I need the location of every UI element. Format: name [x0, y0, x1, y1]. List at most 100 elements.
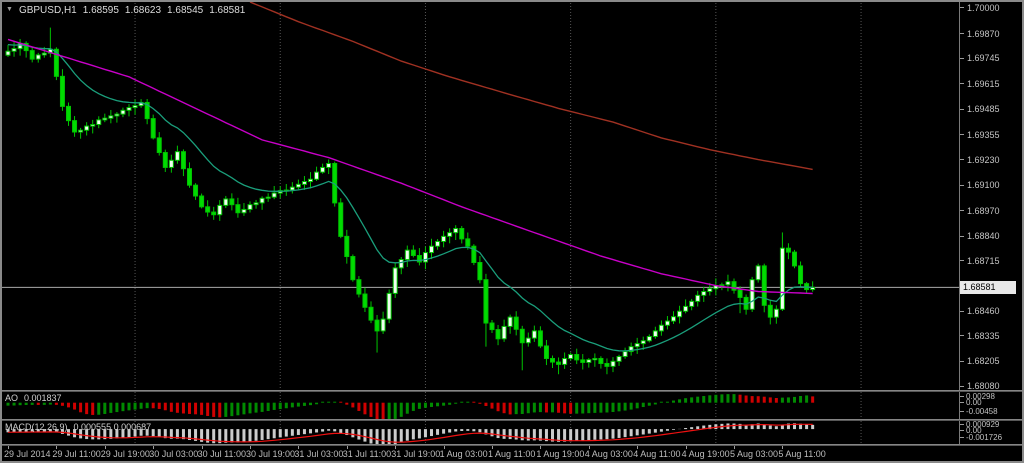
candle-body: [392, 267, 398, 294]
candle-body: [719, 284, 725, 287]
candle-body: [429, 245, 434, 254]
ohlc-low: 1.68545: [167, 5, 204, 16]
symbol-dropdown-icon[interactable]: ▼: [6, 6, 13, 13]
candle-body: [66, 105, 71, 122]
time-axis-label: 30 Jul 03:00: [149, 449, 199, 459]
candle-body: [652, 330, 658, 338]
candle-body: [586, 359, 592, 363]
candle-body: [416, 254, 422, 263]
time-axis-label: 1 Aug 11:00: [488, 449, 536, 459]
candle-body: [459, 227, 465, 240]
candle-body: [362, 293, 368, 308]
macd-label: MACD(12,26,9) 0.000555 0.000687: [5, 422, 152, 432]
ohlc-high: 1.68623: [124, 5, 162, 16]
time-axis-tick: [298, 446, 300, 449]
candle-body: [295, 183, 301, 188]
candle-body: [217, 204, 223, 216]
time-axis-label: 29 Jul 2014: [4, 449, 51, 459]
time-axis-tick: [250, 446, 251, 449]
candle-body: [29, 50, 35, 60]
candle-body: [501, 325, 507, 340]
candle-body: [773, 308, 779, 318]
candle-body: [664, 320, 670, 326]
time-axis-tick: [56, 446, 58, 449]
main-chart-plot[interactable]: ▼ GBPUSD,H1 1.68595 1.68623 1.68545 1.68581: [0, 0, 959, 390]
time-axis-label: 29 Jul 11:00: [52, 449, 101, 459]
candle-body: [749, 279, 755, 310]
price-axis[interactable]: 1.68581 1.70000 1.69870 1.69745 1.69615 1.69…: [960, 0, 1024, 463]
time-axis-tick: [104, 446, 106, 449]
candle-body: [90, 124, 96, 127]
time-axis-tick: [540, 446, 542, 449]
panel-separator[interactable]: [0, 444, 1024, 446]
price-chart-canvas: [0, 0, 959, 390]
candle-body: [193, 184, 199, 197]
ao-scale-label: 0.00298: [960, 392, 995, 401]
candle-body: [761, 265, 767, 306]
time-axis-tick: [734, 446, 735, 449]
candle-body: [132, 105, 138, 109]
candle-body: [271, 192, 277, 198]
candle-body: [23, 42, 29, 52]
time-axis-label: 5 Aug 11:00: [778, 449, 826, 459]
candle-body: [41, 52, 47, 56]
candle-body: [531, 330, 537, 339]
time-axis-label: 1 Aug 03:00: [439, 449, 488, 459]
candle-body: [537, 330, 543, 347]
candle-body: [580, 359, 586, 363]
candle-body: [779, 247, 785, 310]
candle-body: [519, 328, 525, 344]
candle-body: [701, 291, 707, 296]
time-axis-tick: [685, 446, 687, 449]
candle-body: [441, 235, 447, 242]
candle-body: [380, 318, 386, 332]
candle-body: [695, 294, 701, 302]
candle-body: [368, 306, 374, 321]
candle-body: [168, 159, 174, 168]
candle-body: [671, 316, 676, 322]
candle-body: [513, 316, 519, 330]
candle-body: [610, 360, 616, 367]
ao-label: AO 0.001837: [5, 393, 62, 403]
candle-body: [265, 196, 271, 199]
time-axis-tick: [346, 446, 348, 449]
time-axis-tick: [782, 446, 784, 449]
candle-body: [308, 178, 313, 183]
candle-body: [785, 247, 791, 253]
candle-body: [483, 279, 489, 324]
panel-separator[interactable]: [0, 419, 1024, 421]
candle-body: [658, 324, 664, 332]
candle-body: [422, 252, 428, 263]
ma-line-slow: [249, 1, 813, 171]
price-axis-tick: 1.68335: [960, 331, 1000, 341]
candle-body: [453, 227, 459, 234]
panel-separator[interactable]: [0, 390, 1024, 392]
ao-canvas: [6, 392, 862, 419]
candle-body: [731, 281, 737, 291]
macd-indicator-panel[interactable]: MACD(12,26,9) 0.000555 0.000687: [0, 421, 959, 444]
time-axis-label: 30 Jul 11:00: [197, 449, 246, 459]
candle-body: [477, 262, 483, 281]
ohlc-close: 1.68581: [209, 5, 246, 16]
price-axis-tick: 1.69870: [960, 29, 1000, 39]
time-axis-tick: [395, 446, 397, 449]
candle-body: [326, 162, 332, 168]
candle-body: [114, 113, 120, 117]
candle-body: [96, 119, 102, 126]
candle-body: [755, 265, 761, 281]
time-axis[interactable]: 29 Jul 2014 29 Jul 11:00 29 Jul 19:00 30 Ju…: [0, 446, 1024, 463]
candle-body: [53, 48, 59, 77]
candle-body: [798, 265, 804, 285]
candle-body: [792, 251, 797, 267]
candle-body: [616, 356, 622, 362]
bid-price-tag: 1.68581: [960, 281, 1016, 295]
price-axis-tick: 1.68205: [960, 356, 1000, 366]
candle-body: [592, 357, 598, 361]
candle-body: [126, 107, 132, 111]
price-axis-tick: 1.68715: [960, 256, 1000, 266]
ao-indicator-panel[interactable]: AO 0.001837: [0, 392, 959, 419]
chart-title: ▼ GBPUSD,H1 1.68595 1.68623 1.68545 1.68581: [6, 5, 251, 16]
time-axis-label: 29 Jul 19:00: [100, 449, 150, 459]
candle-body: [398, 259, 404, 269]
candle-body: [683, 305, 689, 312]
